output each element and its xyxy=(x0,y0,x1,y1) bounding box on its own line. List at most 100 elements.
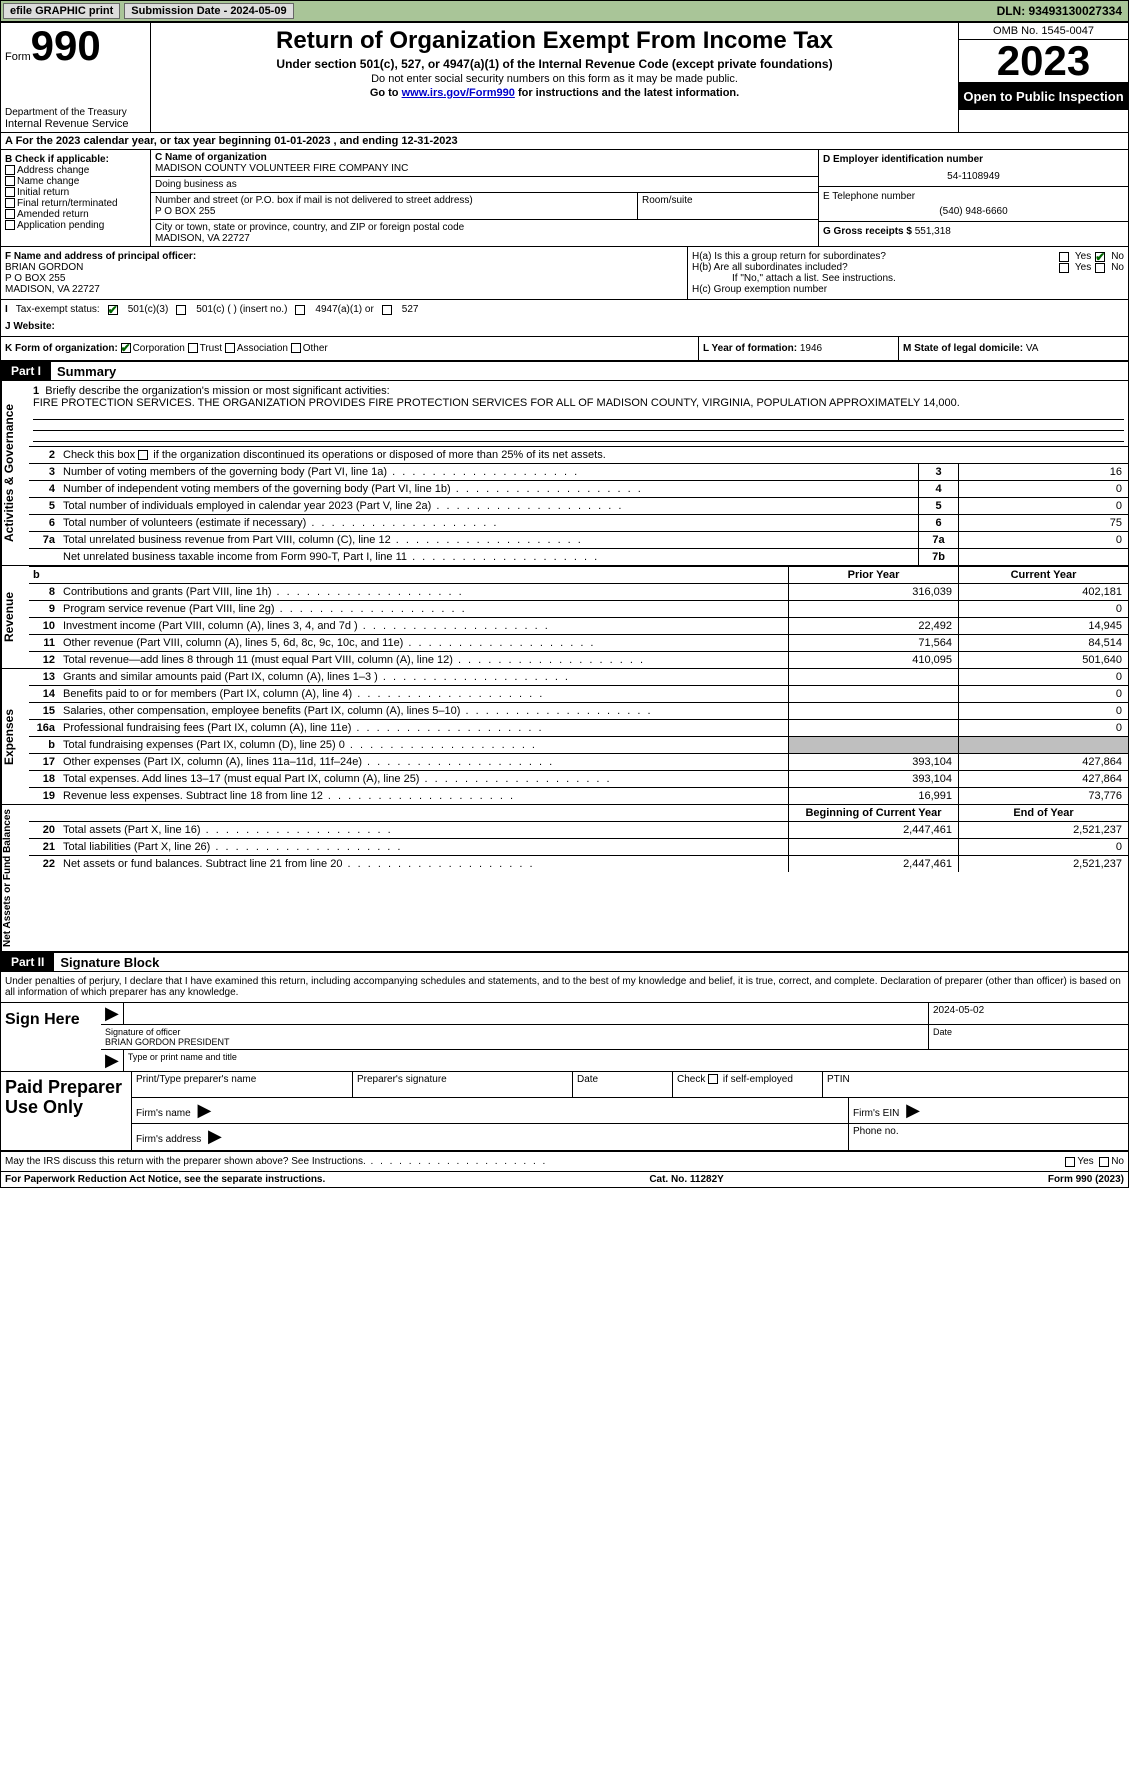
chk-discuss-yes[interactable] xyxy=(1065,1157,1075,1167)
domicile-label: M State of legal domicile: xyxy=(903,343,1023,354)
header-center: Return of Organization Exempt From Incom… xyxy=(151,23,958,132)
box-f: F Name and address of principal officer:… xyxy=(1,247,688,299)
form-990: Form 990 Department of the Treasury Inte… xyxy=(0,22,1129,1188)
row-i-j: ITax-exempt status: 501(c)(3) 501(c) ( )… xyxy=(1,300,1128,337)
chk-ha-yes[interactable] xyxy=(1059,252,1069,262)
vtab-governance: Activities & Governance xyxy=(1,381,29,565)
paperwork-notice: For Paperwork Reduction Act Notice, see … xyxy=(5,1174,325,1185)
chk-discuss-no[interactable] xyxy=(1099,1157,1109,1167)
expense-line: 14Benefits paid to or for members (Part … xyxy=(29,686,1128,703)
hdr-end: End of Year xyxy=(958,805,1128,821)
chk-discontinued[interactable] xyxy=(138,450,148,460)
chk-assoc[interactable] xyxy=(225,343,235,353)
city: MADISON, VA 22727 xyxy=(155,233,814,244)
officer-addr1: P O BOX 255 xyxy=(5,273,683,284)
section-netassets: Net Assets or Fund Balances Beginning of… xyxy=(1,805,1128,953)
chk-other[interactable] xyxy=(291,343,301,353)
summary-line: Net unrelated business taxable income fr… xyxy=(29,549,1128,565)
vtab-expenses: Expenses xyxy=(1,669,29,804)
ptin-label: PTIN xyxy=(822,1072,1128,1097)
chk-self-emp[interactable] xyxy=(708,1074,718,1084)
chk-pending[interactable] xyxy=(5,220,15,230)
vtab-netassets: Net Assets or Fund Balances xyxy=(1,805,29,951)
date-label: Date xyxy=(928,1025,1128,1049)
hdr-prior: Prior Year xyxy=(788,567,958,583)
line-1: 1 Briefly describe the organization's mi… xyxy=(29,381,1128,447)
part1-bar: Part I Summary xyxy=(1,362,1128,381)
paid-preparer-label: Paid Preparer Use Only xyxy=(1,1072,131,1150)
efile-label[interactable]: efile GRAPHIC print xyxy=(3,3,120,19)
dept-treasury: Department of the Treasury xyxy=(5,107,146,118)
chk-corp[interactable] xyxy=(121,343,131,353)
chk-527[interactable] xyxy=(382,305,392,315)
form-number: 990 xyxy=(31,25,101,67)
form-ref: Form 990 (2023) xyxy=(1048,1174,1124,1185)
chk-final[interactable] xyxy=(5,198,15,208)
box-d-e-g: D Employer identification number 54-1108… xyxy=(818,150,1128,246)
form-word: Form xyxy=(5,51,31,63)
header-left: Form 990 Department of the Treasury Inte… xyxy=(1,23,151,132)
discuss-text: May the IRS discuss this return with the… xyxy=(5,1156,1065,1167)
self-emp-label: Check if self-employed xyxy=(672,1072,822,1097)
addr: P O BOX 255 xyxy=(155,206,633,217)
form-org-label: K Form of organization: xyxy=(5,343,118,354)
firm-ein-label: Firm's EIN xyxy=(853,1108,899,1119)
hdr-beginning: Beginning of Current Year xyxy=(788,805,958,821)
expense-line: 18Total expenses. Add lines 13–17 (must … xyxy=(29,771,1128,788)
header-right: OMB No. 1545-0047 2023 Open to Public In… xyxy=(958,23,1128,132)
year-form: 1946 xyxy=(800,343,822,354)
box-c: C Name of organization MADISON COUNTY VO… xyxy=(151,150,818,246)
arrow-icon: ▶ xyxy=(101,1003,123,1024)
expense-line: 13Grants and similar amounts paid (Part … xyxy=(29,669,1128,686)
gross: 551,318 xyxy=(915,226,951,237)
summary-line: 4Number of independent voting members of… xyxy=(29,481,1128,498)
page-footer: For Paperwork Reduction Act Notice, see … xyxy=(1,1172,1128,1187)
chk-501c[interactable] xyxy=(176,305,186,315)
ha-label: H(a) Is this a group return for subordin… xyxy=(692,251,1055,262)
section-governance: Activities & Governance 1 Briefly descri… xyxy=(1,381,1128,566)
ssn-warning: Do not enter social security numbers on … xyxy=(155,73,954,85)
netasset-line: 21Total liabilities (Part X, line 26)0 xyxy=(29,839,1128,856)
firm-name-label: Firm's name xyxy=(136,1108,191,1119)
hb-note: If "No," attach a list. See instructions… xyxy=(692,273,1124,284)
arrow-icon: ▶ xyxy=(902,1100,924,1120)
form-header: Form 990 Department of the Treasury Inte… xyxy=(1,23,1128,133)
chk-hb-yes[interactable] xyxy=(1059,263,1069,273)
part1-title: Summary xyxy=(51,364,116,379)
sign-date: 2024-05-02 xyxy=(928,1003,1128,1024)
chk-name[interactable] xyxy=(5,176,15,186)
irs-discuss-row: May the IRS discuss this return with the… xyxy=(1,1152,1128,1172)
prep-sig-label: Preparer's signature xyxy=(352,1072,572,1097)
chk-4947[interactable] xyxy=(295,305,305,315)
room-label: Room/suite xyxy=(638,193,818,219)
chk-ha-no[interactable] xyxy=(1095,252,1105,262)
chk-initial[interactable] xyxy=(5,187,15,197)
tax-status-label: Tax-exempt status: xyxy=(16,304,100,315)
row-f-h: F Name and address of principal officer:… xyxy=(1,247,1128,300)
section-revenue: Revenue b Prior Year Current Year 8Contr… xyxy=(1,566,1128,669)
part1-hdr: Part I xyxy=(1,362,51,380)
dln: DLN: 93493130027334 xyxy=(997,4,1122,18)
revenue-line: 12Total revenue—add lines 8 through 11 (… xyxy=(29,652,1128,668)
revenue-line: 10Investment income (Part VIII, column (… xyxy=(29,618,1128,635)
submission-date: Submission Date - 2024-05-09 xyxy=(124,3,293,19)
hdr-current: Current Year xyxy=(958,567,1128,583)
summary-line: 6Total number of volunteers (estimate if… xyxy=(29,515,1128,532)
chk-trust[interactable] xyxy=(188,343,198,353)
ein: 54-1108949 xyxy=(823,171,1124,182)
irs-link[interactable]: www.irs.gov/Form990 xyxy=(402,87,515,99)
form-subtitle: Under section 501(c), 527, or 4947(a)(1)… xyxy=(155,57,954,71)
officer-name: BRIAN GORDON xyxy=(5,262,683,273)
org-name: MADISON COUNTY VOLUNTEER FIRE COMPANY IN… xyxy=(155,163,814,174)
row-a-calendar: A For the 2023 calendar year, or tax yea… xyxy=(1,133,1128,150)
hc-label: H(c) Group exemption number xyxy=(692,284,1124,295)
chk-501c3[interactable] xyxy=(108,305,118,315)
part2-title: Signature Block xyxy=(54,955,159,970)
chk-amended[interactable] xyxy=(5,209,15,219)
tax-year: 2023 xyxy=(959,40,1128,83)
dba-label: Doing business as xyxy=(155,179,814,190)
chk-hb-no[interactable] xyxy=(1095,263,1105,273)
irs-label: Internal Revenue Service xyxy=(5,118,146,130)
chk-address[interactable] xyxy=(5,165,15,175)
expense-line: bTotal fundraising expenses (Part IX, co… xyxy=(29,737,1128,754)
